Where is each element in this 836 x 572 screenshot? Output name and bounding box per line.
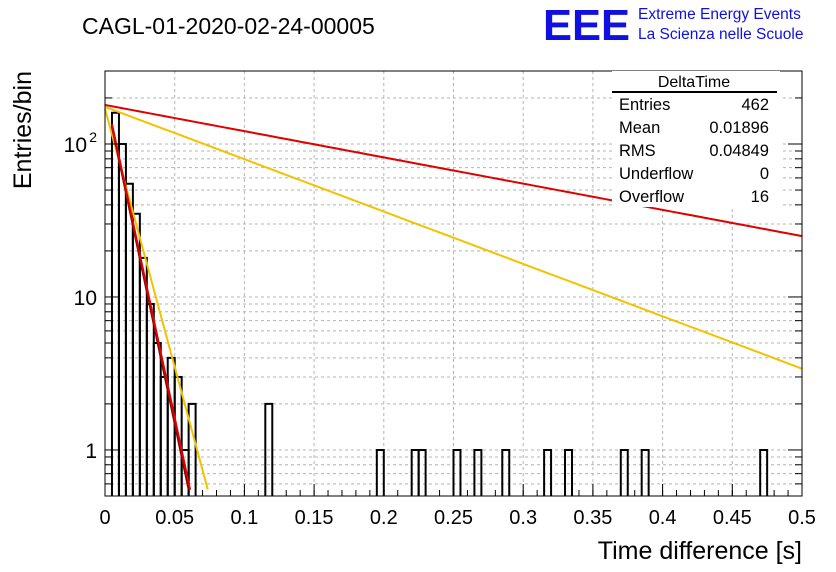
y-axis-title: Entries/bin	[9, 71, 37, 189]
histogram-bin	[543, 448, 553, 496]
stats-value-mean: 0.01896	[709, 119, 769, 137]
histogram-bin	[452, 448, 462, 496]
x-tick-label: 0.25	[434, 507, 473, 529]
x-tick-label: 0.35	[573, 507, 612, 529]
eee-logo: EEE	[543, 1, 630, 50]
histogram-bin	[564, 448, 573, 496]
stats-label-mean: Mean	[619, 119, 660, 137]
x-tick-label: 0.15	[295, 507, 334, 529]
grid-lines	[105, 70, 802, 497]
x-tick-label: 0.05	[155, 507, 194, 529]
stats-value-entries: 462	[741, 96, 769, 114]
histogram-bin	[501, 448, 511, 496]
x-tick-label: 0.5	[788, 507, 816, 529]
histogram-bin	[264, 402, 274, 496]
histogram-bin	[640, 448, 650, 496]
histogram-bin	[759, 448, 769, 496]
stats-box: DeltaTime Entries 462 Mean 0.01896 RMS 0…	[612, 71, 780, 207]
x-tick-label: 0.4	[649, 507, 677, 529]
fit-curve	[104, 105, 803, 370]
brand-line-2: La Scienza nelle Scuole	[638, 26, 803, 43]
histogram-bin	[375, 448, 385, 496]
histogram-bin	[417, 448, 427, 496]
stats-label-underflow: Underflow	[619, 165, 693, 183]
run-title: CAGL-01-2020-02-24-00005	[82, 13, 375, 39]
histogram-bin	[619, 448, 629, 496]
stats-box-background	[612, 71, 780, 207]
y-tick-label: 1	[85, 440, 97, 463]
stats-label-entries: Entries	[619, 96, 670, 114]
stats-value-rms: 0.04849	[709, 142, 769, 160]
x-axis-title: Time difference [s]	[598, 537, 802, 565]
x-tick-label: 0.2	[370, 507, 398, 529]
stats-title: DeltaTime	[658, 74, 730, 91]
histogram-bin	[473, 448, 483, 496]
stats-label-rms: RMS	[619, 142, 656, 160]
axis-ticks: 0 0.05 0.1 0.15 0.2 0.25 0.3 0.35 0.4 0.45 0.5 1 10 1…	[64, 70, 816, 529]
y-tick-label: 10	[74, 287, 97, 310]
histogram-bin	[187, 402, 197, 496]
stats-value-underflow: 0	[760, 165, 769, 183]
fit-curves	[104, 103, 803, 491]
x-tick-label: 0.3	[509, 507, 537, 529]
x-tick-label: 0.45	[713, 507, 752, 529]
fit-curve	[104, 103, 803, 238]
fit-curve	[110, 123, 192, 491]
plot-frame	[104, 70, 803, 497]
stats-label-overflow: Overflow	[619, 188, 684, 206]
stats-value-overflow: 16	[751, 188, 769, 206]
y-tick-label-exponent: 2	[89, 129, 97, 145]
x-tick-label: 0	[99, 507, 110, 529]
brand-line-1: Extreme Energy Events	[638, 6, 801, 23]
y-tick-label: 10	[64, 134, 87, 157]
x-tick-label: 0.1	[230, 507, 258, 529]
